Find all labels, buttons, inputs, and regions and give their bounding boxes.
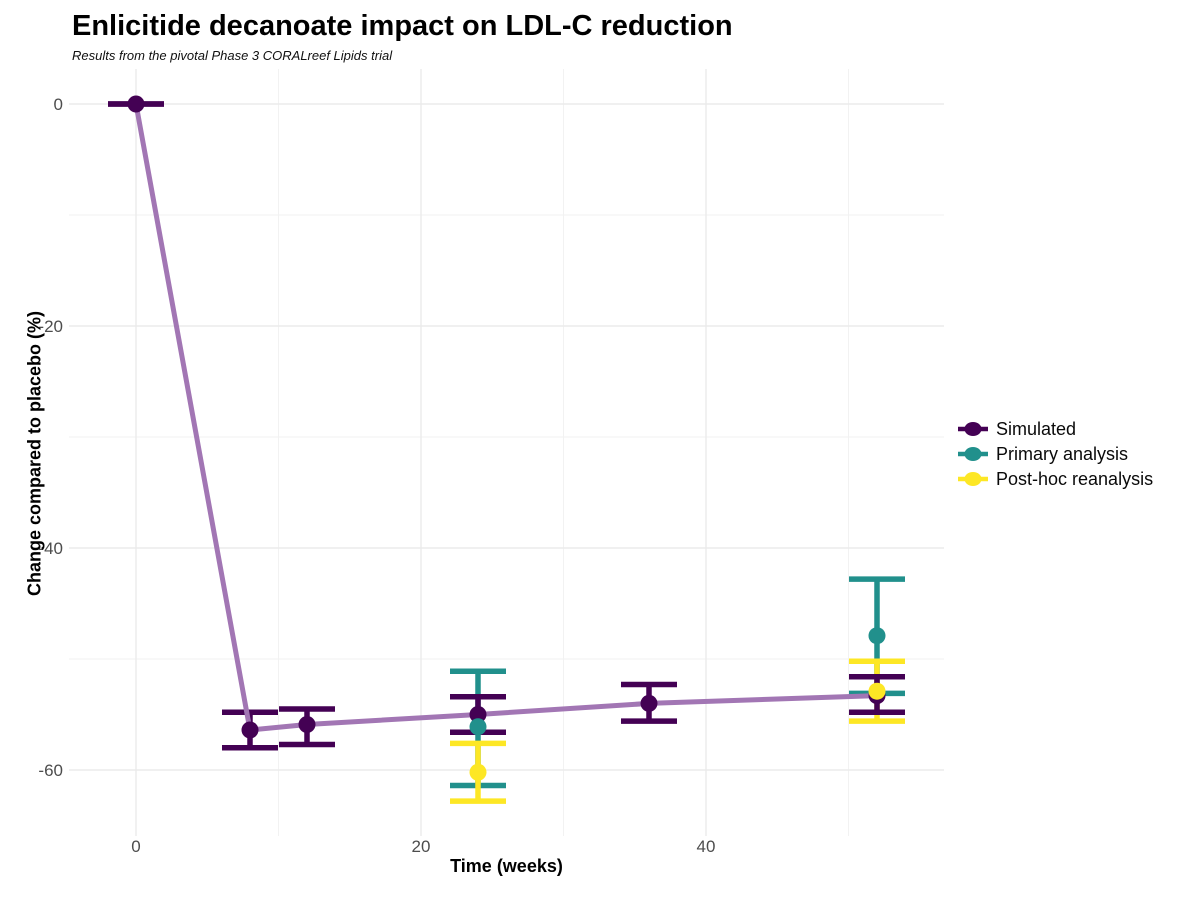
- x-tick-label: 20: [412, 837, 431, 856]
- x-tick-label: 40: [697, 837, 716, 856]
- legend-key-pointrange-icon: [958, 472, 988, 486]
- data-point: [469, 706, 487, 723]
- data-point: [127, 95, 145, 113]
- data-point: [241, 721, 259, 739]
- y-tick-label: -60: [38, 761, 63, 780]
- legend-item: Simulated: [956, 417, 1153, 441]
- legend: Simulated Primary analysis Post-hoc reanal…: [956, 417, 1153, 491]
- x-axis-title: Time (weeks): [450, 856, 563, 876]
- y-axis-title: Change compared to placebo (%): [24, 310, 45, 597]
- data-point: [469, 763, 487, 781]
- legend-label: Post-hoc reanalysis: [996, 468, 1154, 489]
- y-tick-label: 0: [54, 95, 63, 114]
- legend-key-pointrange-icon: [958, 422, 988, 436]
- data-point: [469, 718, 487, 736]
- y-tick-label: -20: [38, 317, 63, 336]
- x-tick-label: 0: [131, 837, 140, 856]
- trend-line: [133, 103, 878, 733]
- chart-title: Enlicitide decanoate impact on LDL-C red…: [72, 10, 733, 42]
- legend-key-pointrange-icon: [958, 447, 988, 461]
- legend-item: Primary analysis: [956, 442, 1153, 466]
- data-point: [640, 694, 658, 712]
- legend-item: Post-hoc reanalysis: [956, 467, 1153, 491]
- data-point: [298, 715, 316, 733]
- data-point: [868, 682, 886, 700]
- chart-subtitle: Results from the pivotal Phase 3 CORALre…: [72, 48, 393, 63]
- y-tick-label: -40: [38, 539, 63, 558]
- legend-label: Primary analysis: [996, 443, 1129, 464]
- data-point: [868, 627, 886, 645]
- legend-label: Simulated: [996, 418, 1077, 439]
